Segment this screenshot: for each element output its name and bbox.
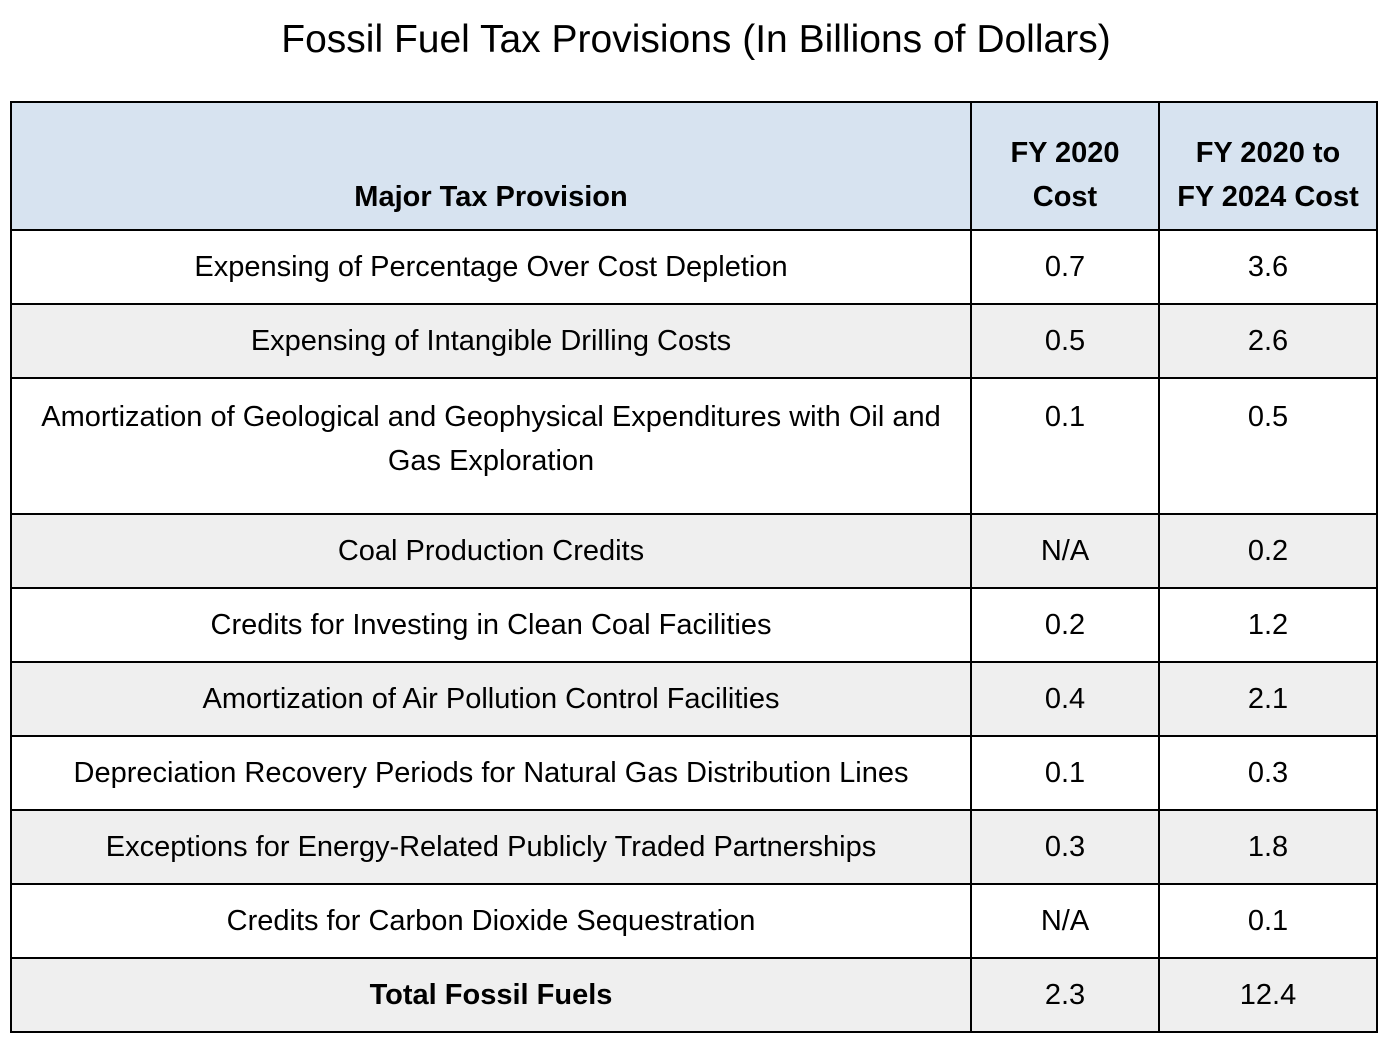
header-fy2020-line1: FY 2020 bbox=[1010, 137, 1120, 169]
tax-provisions-table: Major Tax Provision FY 2020 Cost FY 2020 … bbox=[10, 101, 1378, 1033]
fy2020-2024-cost-cell: 2.1 bbox=[1158, 661, 1378, 737]
table-row: Expensing of Intangible Drilling Costs 0… bbox=[10, 303, 1378, 379]
table-row: Credits for Carbon Dioxide Sequestration… bbox=[10, 883, 1378, 959]
header-major-tax-provision: Major Tax Provision bbox=[10, 101, 972, 231]
provision-cell: Expensing of Intangible Drilling Costs bbox=[10, 303, 972, 379]
fy2020-cost-cell: 0.2 bbox=[970, 587, 1160, 663]
fy2020-2024-cost-cell: 1.8 bbox=[1158, 809, 1378, 885]
fy2020-cost-cell: 0.1 bbox=[970, 735, 1160, 811]
total-fy2020-2024-cost-cell: 12.4 bbox=[1158, 957, 1378, 1033]
fy2020-cost-cell: 0.3 bbox=[970, 809, 1160, 885]
fy2020-2024-cost-cell: 2.6 bbox=[1158, 303, 1378, 379]
table-header-row: Major Tax Provision FY 2020 Cost FY 2020 … bbox=[10, 101, 1378, 231]
fy2020-2024-cost-cell: 0.5 bbox=[1158, 377, 1378, 515]
fy2020-2024-cost-cell: 0.1 bbox=[1158, 883, 1378, 959]
header-fy2020-cost: FY 2020 Cost bbox=[970, 101, 1160, 231]
provision-cell: Expensing of Percentage Over Cost Deplet… bbox=[10, 229, 972, 305]
header-provision-label: Major Tax Provision bbox=[354, 181, 628, 213]
table-row: Credits for Investing in Clean Coal Faci… bbox=[10, 587, 1378, 663]
fy2020-cost-cell: 0.4 bbox=[970, 661, 1160, 737]
provision-cell: Amortization of Geological and Geophysic… bbox=[10, 377, 972, 515]
total-label-cell: Total Fossil Fuels bbox=[10, 957, 972, 1033]
fy2020-cost-cell: 0.1 bbox=[970, 377, 1160, 515]
fy2020-cost-cell: N/A bbox=[970, 513, 1160, 589]
fy2020-cost-cell: 0.5 bbox=[970, 303, 1160, 379]
header-fy2020-line2: Cost bbox=[1032, 181, 1098, 213]
provision-cell: Amortization of Air Pollution Control Fa… bbox=[10, 661, 972, 737]
provision-cell: Coal Production Credits bbox=[10, 513, 972, 589]
fy2020-2024-cost-cell: 3.6 bbox=[1158, 229, 1378, 305]
table-row: Amortization of Air Pollution Control Fa… bbox=[10, 661, 1378, 737]
table-row: Expensing of Percentage Over Cost Deplet… bbox=[10, 229, 1378, 305]
provision-cell: Credits for Carbon Dioxide Sequestration bbox=[10, 883, 972, 959]
fy2020-2024-cost-cell: 0.2 bbox=[1158, 513, 1378, 589]
table-row: Amortization of Geological and Geophysic… bbox=[10, 377, 1378, 515]
header-fy2020-2024-line2: FY 2024 Cost bbox=[1177, 181, 1359, 213]
fy2020-cost-cell: N/A bbox=[970, 883, 1160, 959]
fy2020-2024-cost-cell: 0.3 bbox=[1158, 735, 1378, 811]
total-fy2020-cost-cell: 2.3 bbox=[970, 957, 1160, 1033]
header-fy2020-2024-line1: FY 2020 to bbox=[1195, 137, 1341, 169]
fy2020-2024-cost-cell: 1.2 bbox=[1158, 587, 1378, 663]
table-row: Depreciation Recovery Periods for Natura… bbox=[10, 735, 1378, 811]
header-fy2020-to-fy2024-cost: FY 2020 to FY 2024 Cost bbox=[1158, 101, 1378, 231]
page-title: Fossil Fuel Tax Provisions (In Billions … bbox=[281, 18, 1111, 61]
provision-cell: Credits for Investing in Clean Coal Faci… bbox=[10, 587, 972, 663]
total-row: Total Fossil Fuels 2.3 12.4 bbox=[10, 957, 1378, 1033]
provision-cell: Exceptions for Energy-Related Publicly T… bbox=[10, 809, 972, 885]
table-row: Coal Production Credits N/A 0.2 bbox=[10, 513, 1378, 589]
provision-cell: Depreciation Recovery Periods for Natura… bbox=[10, 735, 972, 811]
table-row: Exceptions for Energy-Related Publicly T… bbox=[10, 809, 1378, 885]
fy2020-cost-cell: 0.7 bbox=[970, 229, 1160, 305]
